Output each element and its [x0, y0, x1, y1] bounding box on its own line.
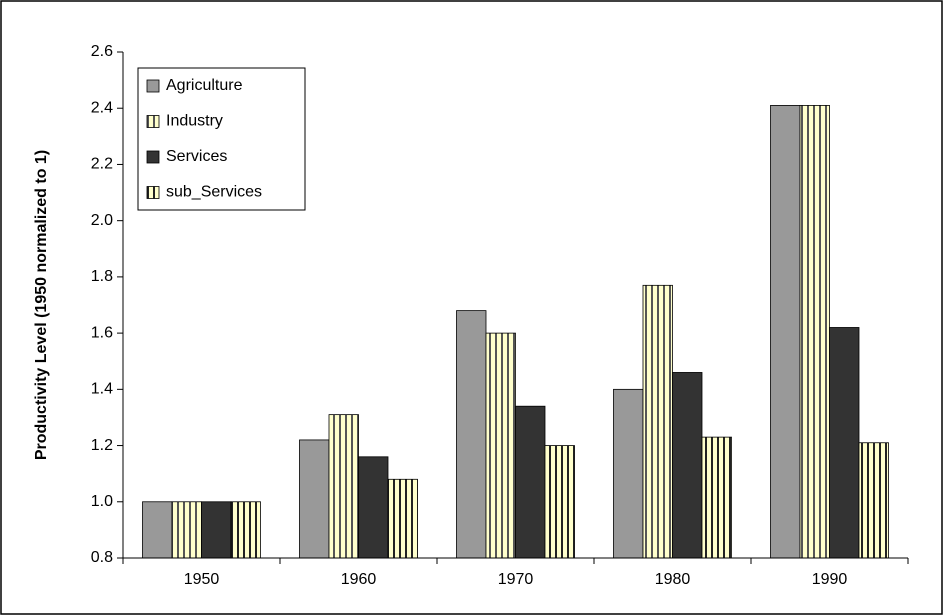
bar — [770, 105, 801, 559]
legend-swatch — [146, 186, 160, 199]
y-tick-label: 1.2 — [91, 437, 113, 454]
x-tick-label: 1980 — [655, 571, 691, 588]
legend-box — [137, 67, 306, 211]
bar — [328, 414, 359, 559]
legend-swatch — [146, 79, 160, 93]
legend-label: sub_Services — [166, 184, 262, 201]
bar — [829, 327, 860, 559]
x-tick-label: 1970 — [498, 571, 534, 588]
x-tick-label: 1990 — [812, 571, 848, 588]
bar — [701, 436, 732, 559]
bar — [485, 332, 516, 559]
bar — [858, 442, 889, 559]
y-tick-label: 2.4 — [91, 99, 113, 116]
bar — [171, 501, 202, 559]
y-tick-label: 0.8 — [91, 549, 113, 566]
y-tick-label: 2.0 — [91, 212, 113, 229]
bar — [799, 105, 830, 559]
legend-label: Agriculture — [166, 77, 243, 94]
y-tick-label: 2.2 — [91, 156, 113, 173]
y-tick-label: 1.6 — [91, 324, 113, 341]
bar — [358, 456, 389, 559]
bar — [230, 501, 261, 559]
bar — [201, 501, 232, 559]
bar — [672, 372, 703, 559]
bar — [515, 405, 546, 559]
legend-swatch — [146, 115, 160, 128]
bar — [142, 501, 173, 559]
y-axis-label: Productivity Level (1950 normalized to 1… — [33, 150, 50, 460]
y-tick-label: 1.8 — [91, 268, 113, 285]
bar — [544, 445, 575, 559]
legend-label: Industry — [166, 113, 223, 130]
legend-swatch — [146, 150, 160, 164]
bar — [387, 478, 418, 559]
y-tick-label: 2.6 — [91, 43, 113, 60]
bar — [613, 388, 644, 559]
y-tick-label: 1.0 — [91, 493, 113, 510]
x-tick-label: 1960 — [341, 571, 377, 588]
legend-label: Services — [166, 148, 227, 165]
x-tick-label: 1950 — [184, 571, 220, 588]
bar — [299, 439, 330, 559]
y-tick-label: 1.4 — [91, 381, 113, 398]
bar — [642, 284, 673, 559]
bar — [456, 310, 487, 559]
